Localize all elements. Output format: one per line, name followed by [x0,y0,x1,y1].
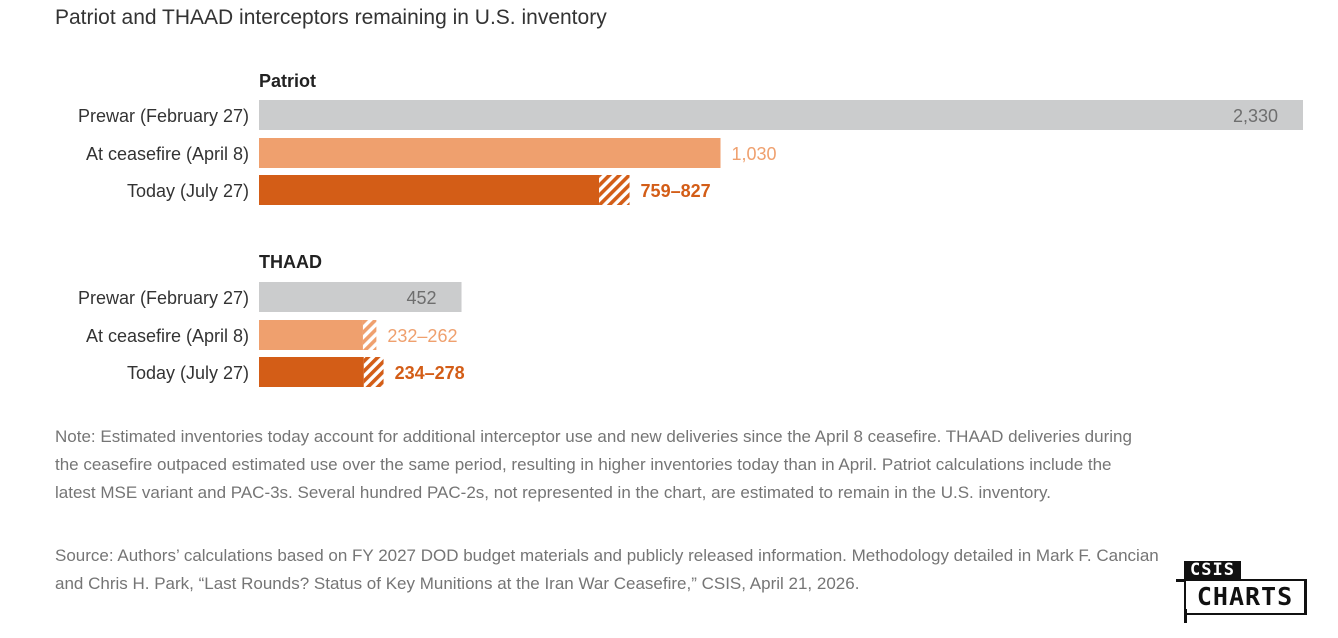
logo-bracket [1176,579,1186,582]
bar-thaad-ceasefire [259,320,363,350]
logo-main-text: CHARTS [1184,579,1307,615]
chart-note: Note: Estimated inventories today accoun… [55,427,1132,502]
chart-title: Patriot and THAAD interceptors remaining… [55,6,607,29]
category-label-patriot-prewar: Prewar (February 27) [78,106,249,126]
value-label-patriot-prewar: 2,330 [1233,106,1278,126]
bar-patriot-prewar [259,100,1303,130]
range-hatch-thaad-today [363,357,384,387]
category-label-thaad-today: Today (July 27) [127,363,249,383]
bar-patriot-ceasefire [259,138,721,168]
value-label-thaad-ceasefire: 232–262 [387,326,457,346]
value-label-patriot-ceasefire: 1,030 [732,144,777,164]
logo-top-text: CSIS [1184,561,1241,579]
range-hatch-thaad-ceasefire [362,320,377,350]
bar-thaad-today [259,357,364,387]
value-label-thaad-today: 234–278 [395,363,465,383]
group-title-patriot: Patriot [259,71,316,91]
range-hatch-patriot-today [599,175,630,205]
category-label-patriot-today: Today (July 27) [127,181,249,201]
chart-source: Source: Authors’ calculations based on F… [55,546,1159,593]
bar-chart: Patriot Prewar (February 27) 2,330 At cease… [78,71,1303,387]
category-label-thaad-prewar: Prewar (February 27) [78,288,249,308]
bar-thaad-prewar [259,282,462,312]
category-label-patriot-ceasefire: At ceasefire (April 8) [86,144,249,164]
bar-patriot-today [259,175,600,205]
value-label-patriot-today: 759–827 [641,181,711,201]
category-label-thaad-ceasefire: At ceasefire (April 8) [86,326,249,346]
csis-charts-logo: CSIS CHARTS [1172,561,1307,623]
group-title-thaad: THAAD [259,252,322,272]
logo-bracket-foot [1184,609,1187,623]
value-label-thaad-prewar: 452 [406,288,436,308]
